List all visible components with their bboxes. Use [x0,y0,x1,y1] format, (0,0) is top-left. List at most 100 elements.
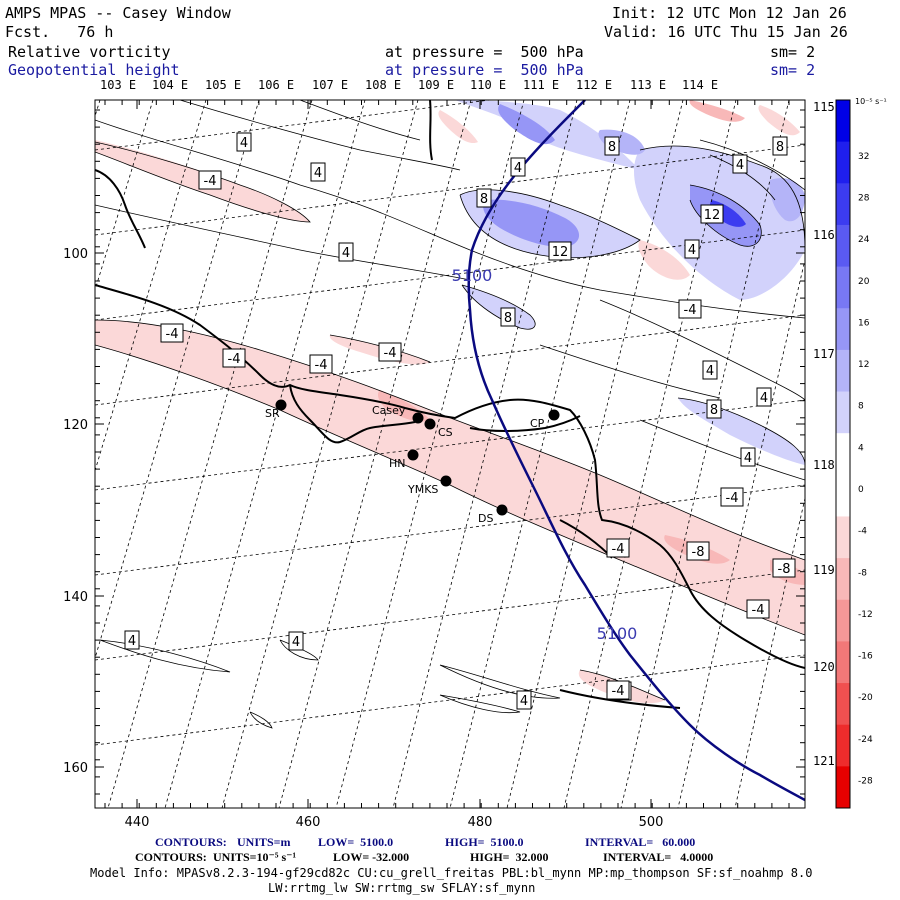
svg-text:-4: -4 [612,542,625,557]
field1-name: Relative vorticity [8,43,171,61]
colorbar-swatch [836,724,850,767]
colorbar-swatch [836,224,850,268]
vort-contour-label: 4 [516,690,532,710]
station-label-casey: Casey [372,404,406,417]
model-info-physics: LW:rrtmg_lw SW:rrtmg_sw SFLAY:sf_mynn [268,881,536,895]
colorbar-swatch [836,683,850,726]
vort-contour-label: -4 [678,299,702,319]
model-info: Model Info: MPASv8.2.3-194-gf29cd82c CU:… [90,866,813,880]
svg-text:-4: -4 [612,684,625,699]
model-title: AMPS MPAS -- Casey Window [5,4,231,22]
svg-text:-8: -8 [692,545,705,560]
colorbar-swatch [836,183,850,226]
y-axis-label: 100 [63,247,88,262]
vort-contour-label: -4 [720,487,744,507]
lon-label-top: 108 E [365,78,402,92]
svg-text:-4: -4 [315,358,328,373]
svg-text:-8: -8 [778,562,791,577]
plot-frame [94,99,806,809]
valid-time: Valid: 16 UTC Thu 15 Jan 26 [604,23,848,41]
lon-label-top: 105 E [205,78,242,92]
contours2-low: LOW= -32.000 [333,850,410,864]
vort-contour-label: -4 [160,323,184,343]
colorbar-tick-label: 16 [858,318,870,328]
station-label-ds: DS [478,512,493,525]
svg-text:12: 12 [552,245,569,260]
vort-contour-label: 4 [702,360,718,380]
contours1-low: LOW= 5100.0 [318,835,394,849]
forecast-hour: Fcst. 76 h [5,23,114,41]
vort-contour-label: 4 [338,242,354,262]
field1-sm: sm= 2 [770,43,816,61]
x-axis-label: 460 [296,815,321,830]
station-dot-cs [424,418,436,430]
colorbar-swatch [836,599,850,642]
station-dot-hn [407,449,419,461]
y-axis-label: 140 [63,590,88,605]
field2-pressure: at pressure = 500 hPa [385,61,584,79]
vort-contour-label: -4 [746,599,770,619]
lon-label-top: 109 E [418,78,455,92]
lon-label-top: 107 E [312,78,349,92]
contours1-high: HIGH= 5100.0 [445,835,524,849]
station-dot-ds [496,504,508,516]
colorbar-tick-label: -16 [858,652,873,662]
colorbar-tick-label: -20 [858,693,873,703]
vort-contour-label: 4 [510,157,526,177]
svg-text:-4: -4 [752,603,765,618]
height-contour-labels: 5100 5100 [452,266,638,643]
svg-text:4: 4 [760,391,768,406]
svg-text:4: 4 [520,694,528,709]
station-label-ymks: YMKS [407,483,438,496]
contours1-interval: INTERVAL= 60.000 [585,835,696,849]
vort-contour-label: 4 [740,447,756,467]
contours2-units: UNITS=10⁻⁵ s⁻¹ [213,850,297,864]
contours1-label: CONTOURS: [155,835,227,849]
lon-label-top: 104 E [152,78,189,92]
colorbar-swatch [836,641,850,684]
lon-label-top: 110 E [470,78,507,92]
vort-contour-label: -8 [686,541,710,561]
svg-text:4: 4 [514,161,522,176]
svg-text:4: 4 [314,166,322,181]
station-dot-ymks [440,475,452,487]
field2-name: Geopotential height [8,61,180,79]
lon-label-top: 103 E [100,78,137,92]
colorbar-tick-label: 12 [858,360,869,370]
colorbar-swatch [836,474,850,517]
colorbar-swatch [836,433,850,476]
x-axis-label: 480 [468,815,493,830]
svg-text:8: 8 [608,140,616,155]
svg-text:8: 8 [504,311,512,326]
vort-contour-label: 8 [772,136,788,156]
svg-text:-4: -4 [384,346,397,361]
colorbar-tick-label: -8 [858,568,867,578]
vort-contour-label: -4 [606,538,630,558]
lon-label-top: 114 E [682,78,719,92]
vort-contour-label: -4 [198,170,222,190]
svg-text:8: 8 [480,192,488,207]
vort-contour-label: 4 [124,630,140,650]
svg-text:-4: -4 [166,327,179,342]
contours2-interval: INTERVAL= 4.0000 [603,850,714,864]
vort-contour-label: 12 [548,241,572,261]
colorbar-swatch [836,141,850,184]
colorbar-tick-label: -12 [858,610,873,620]
vort-contour-label: 4 [310,162,326,182]
lon-label-top: 113 E [630,78,667,92]
colorbar-tick-label: 28 [858,193,870,203]
svg-text:12: 12 [704,208,721,223]
vort-contour-label: 4 [236,132,252,152]
y-axis-label: 120 [63,418,88,433]
colorbar-tick-label: 0 [858,485,864,495]
coastline [95,100,805,709]
svg-text:4: 4 [342,246,350,261]
colorbar-swatch [836,266,850,309]
svg-text:-4: -4 [204,174,217,189]
vort-contour-label: 8 [706,399,722,419]
svg-text:4: 4 [128,634,136,649]
lon-label-top: 111 E [523,78,560,92]
colorbar-tick-label: 24 [858,235,870,245]
station-label-cs: CS [438,426,453,439]
svg-text:4: 4 [736,158,744,173]
